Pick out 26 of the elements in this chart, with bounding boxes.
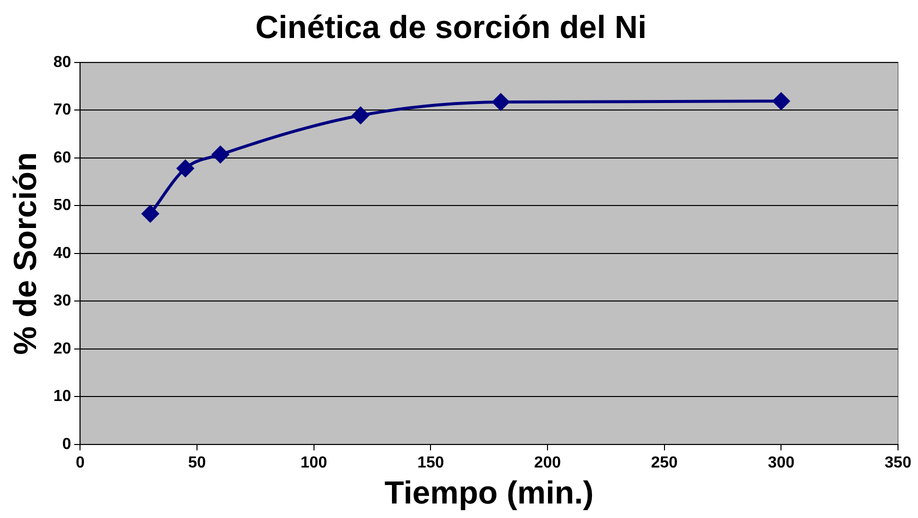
x-tick-label: 250 (650, 454, 678, 472)
x-axis-title: Tiempo (min.) (384, 474, 594, 511)
y-tick-label: 0 (62, 436, 72, 453)
y-tick-label: 40 (53, 244, 72, 262)
point (772, 92, 790, 110)
y-tick-label: 70 (53, 102, 72, 119)
x-tick-label: 0 (76, 454, 85, 472)
point (492, 94, 510, 111)
x-tick-label: 150 (417, 454, 444, 472)
y-tick-label: 80 (53, 54, 72, 71)
x-tick-label: 300 (768, 454, 795, 472)
y-tick-label: 50 (53, 197, 72, 214)
point (352, 106, 370, 124)
y-axis-title: % de Sorción (7, 152, 44, 355)
y-tick-label: 30 (53, 292, 72, 310)
point (142, 205, 159, 222)
y-tick-label: 60 (53, 149, 72, 166)
chart-title: Cinética de sorción del Ni (255, 9, 647, 46)
x-tick-label: 350 (884, 454, 912, 472)
point (212, 146, 229, 164)
y-tick-label: 20 (53, 340, 72, 358)
x-tick-label: 200 (534, 454, 561, 472)
point (176, 160, 194, 177)
x-tick-label: 50 (188, 454, 206, 472)
x-tick-label: 100 (300, 454, 328, 472)
y-tick-label: 10 (53, 388, 72, 406)
